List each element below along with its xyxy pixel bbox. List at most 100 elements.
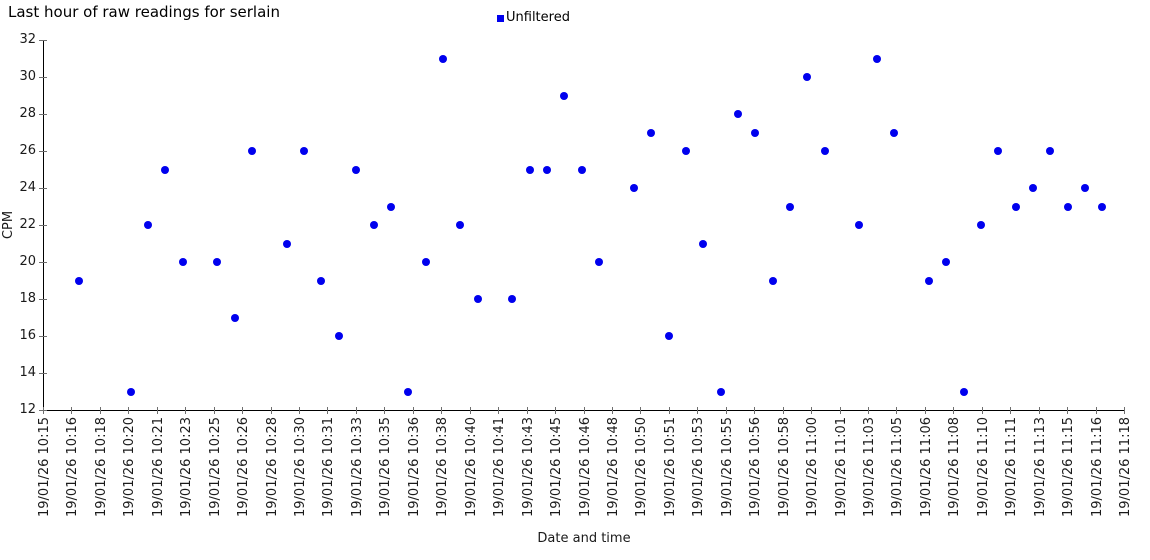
- data-point: [1081, 184, 1090, 192]
- data-point: [820, 147, 829, 155]
- data-point: [248, 147, 257, 155]
- x-tick-mark: [725, 407, 727, 414]
- y-tick-mark: [39, 77, 47, 78]
- x-tick-label: 19/01/26 10:30: [293, 417, 309, 517]
- data-point: [1046, 147, 1055, 155]
- x-tick-label: 19/01/26 10:15: [37, 417, 52, 517]
- data-point: [74, 276, 83, 285]
- y-tick-label: 22: [19, 217, 36, 232]
- data-point: [543, 165, 552, 174]
- data-point: [716, 387, 725, 396]
- y-tick-mark: [39, 225, 47, 226]
- x-tick-label: 19/01/26 10:18: [93, 417, 109, 517]
- legend-marker-square-icon: [497, 14, 504, 22]
- data-point: [942, 258, 951, 266]
- data-point: [456, 221, 465, 229]
- y-tick-mark: [39, 373, 47, 374]
- data-point: [213, 258, 222, 266]
- data-point: [334, 332, 343, 340]
- x-tick-mark: [668, 407, 670, 414]
- data-point: [664, 332, 673, 340]
- x-tick-mark: [1010, 407, 1012, 414]
- y-tick-mark: [39, 151, 47, 152]
- x-tick-label: 19/01/26 10:16: [65, 417, 81, 517]
- x-tick-label: 19/01/26 10:36: [406, 417, 422, 517]
- y-tick-label: 26: [19, 143, 36, 158]
- data-point: [126, 387, 135, 396]
- data-point: [924, 276, 933, 285]
- x-tick-mark: [896, 407, 898, 414]
- x-tick-mark: [981, 407, 983, 414]
- y-tick-mark: [39, 336, 47, 337]
- y-tick-mark: [39, 188, 47, 189]
- x-tick-label: 19/01/26 10:35: [378, 417, 394, 517]
- y-tick-label: 30: [19, 69, 36, 84]
- data-point: [872, 54, 881, 63]
- x-tick-mark: [611, 407, 613, 414]
- y-tick-label: 18: [19, 291, 36, 306]
- x-tick-mark: [953, 407, 955, 414]
- data-point: [473, 295, 482, 303]
- x-tick-label: 19/01/26 10:43: [520, 417, 536, 517]
- data-point: [855, 221, 864, 229]
- y-tick-label: 20: [19, 254, 36, 269]
- x-tick-label: 19/01/26 10:20: [122, 417, 138, 517]
- x-tick-mark: [412, 407, 414, 414]
- x-tick-mark: [128, 407, 130, 414]
- x-tick-label: 19/01/26 10:55: [719, 417, 735, 517]
- data-point: [681, 147, 690, 155]
- x-tick-mark: [754, 407, 756, 414]
- data-point: [386, 202, 395, 211]
- x-tick-mark: [469, 407, 471, 414]
- x-tick-label: 19/01/26 11:03: [861, 417, 877, 517]
- x-tick-mark: [1095, 407, 1097, 414]
- x-tick-label: 19/01/26 11:18: [1118, 417, 1133, 517]
- data-point: [647, 128, 656, 137]
- x-tick-label: 19/01/26 10:50: [634, 417, 650, 517]
- x-tick-label: 19/01/26 11:16: [1089, 417, 1105, 517]
- legend-label: Unfiltered: [506, 10, 570, 25]
- x-tick-label: 19/01/26 10:31: [321, 417, 337, 517]
- x-tick-mark: [99, 407, 101, 414]
- data-point: [143, 221, 152, 229]
- x-tick-label: 19/01/26 11:10: [975, 417, 991, 517]
- x-tick-label: 19/01/26 11:06: [918, 417, 934, 517]
- x-tick-mark: [355, 407, 357, 414]
- data-point: [751, 128, 760, 137]
- x-tick-mark: [242, 407, 244, 414]
- x-tick-label: 19/01/26 10:56: [748, 417, 764, 517]
- x-tick-mark: [270, 407, 272, 414]
- x-tick-mark: [583, 407, 585, 414]
- data-point: [768, 276, 777, 285]
- x-tick-label: 19/01/26 11:08: [947, 417, 963, 517]
- x-tick-mark: [43, 407, 44, 414]
- data-point: [595, 258, 604, 266]
- x-tick-mark: [555, 407, 557, 414]
- x-tick-mark: [327, 407, 329, 414]
- x-tick-label: 19/01/26 10:21: [150, 417, 166, 517]
- x-tick-mark: [71, 407, 73, 414]
- x-tick-mark: [697, 407, 699, 414]
- data-point: [959, 387, 968, 396]
- x-tick-mark: [811, 407, 813, 414]
- x-tick-mark: [384, 407, 386, 414]
- x-tick-mark: [1124, 407, 1125, 414]
- x-tick-label: 19/01/26 11:05: [890, 417, 906, 517]
- y-tick-label: 24: [19, 180, 36, 195]
- x-tick-label: 19/01/26 10:28: [264, 417, 280, 517]
- x-tick-mark: [782, 407, 784, 414]
- x-tick-label: 19/01/26 10:38: [435, 417, 451, 517]
- x-tick-mark: [441, 407, 443, 414]
- y-tick-label: 12: [19, 402, 36, 417]
- data-point: [178, 258, 187, 266]
- x-tick-label: 19/01/26 10:40: [463, 417, 479, 517]
- x-tick-mark: [213, 407, 215, 414]
- data-point: [230, 313, 239, 322]
- x-tick-mark: [526, 407, 528, 414]
- data-point: [577, 165, 586, 174]
- x-tick-mark: [498, 407, 500, 414]
- data-point: [161, 165, 170, 174]
- data-point: [438, 54, 447, 63]
- data-point: [352, 165, 361, 174]
- data-point: [976, 221, 985, 229]
